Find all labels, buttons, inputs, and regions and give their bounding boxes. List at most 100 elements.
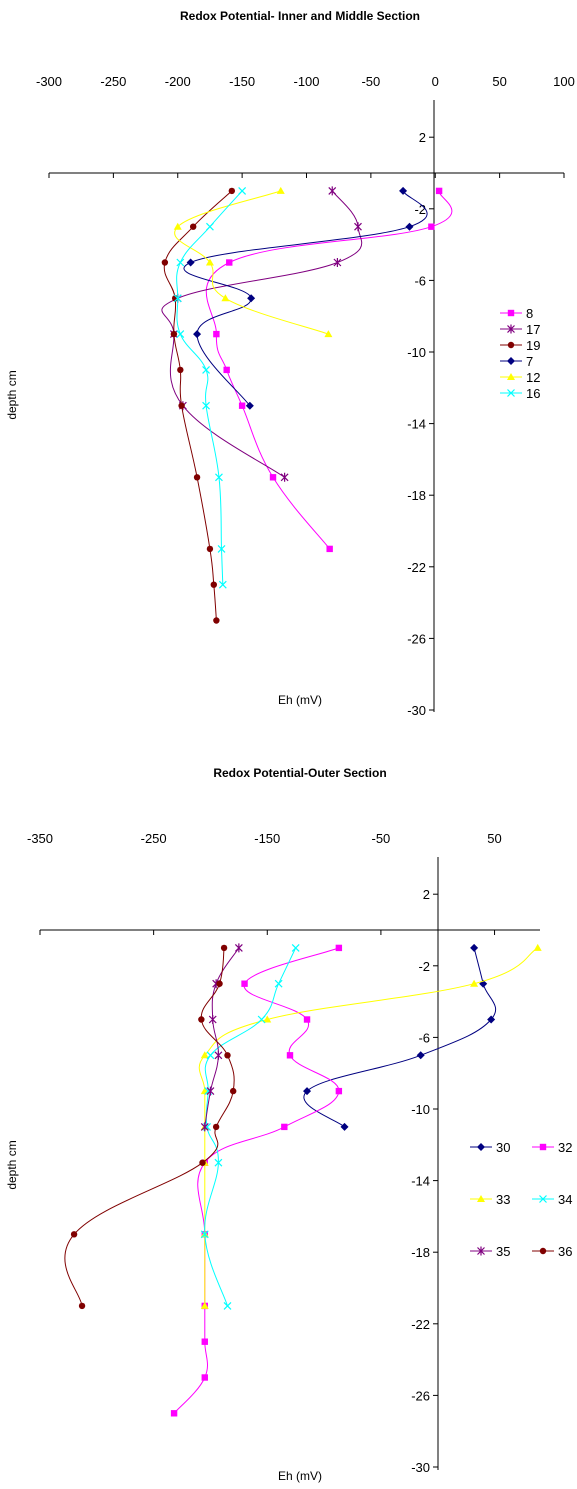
x-tick-label: -200 xyxy=(165,74,191,89)
data-point xyxy=(276,186,285,194)
data-point xyxy=(286,1052,294,1059)
data-point xyxy=(206,1086,215,1096)
series-19 xyxy=(161,187,236,624)
data-point xyxy=(177,366,184,374)
data-point xyxy=(170,330,178,338)
data-point xyxy=(229,1087,237,1095)
y-tick-label: -30 xyxy=(411,1460,430,1475)
data-point xyxy=(223,366,230,374)
data-point xyxy=(216,980,223,987)
data-point xyxy=(200,1230,209,1239)
series-line xyxy=(64,947,235,1306)
legend-label: 7 xyxy=(526,354,533,369)
series-16 xyxy=(173,186,247,589)
legend-item: 16 xyxy=(500,386,540,401)
y-tick-label: -14 xyxy=(411,1174,430,1189)
data-point xyxy=(173,294,182,303)
data-point xyxy=(214,1158,223,1167)
series-36 xyxy=(64,944,237,1310)
legend-label: 16 xyxy=(526,386,540,401)
x-tick-label: -50 xyxy=(361,74,380,89)
data-point xyxy=(333,258,342,267)
x-axis-label: Eh (mV) xyxy=(278,1469,322,1483)
data-point xyxy=(200,1122,209,1132)
data-point xyxy=(223,1301,232,1310)
legend: 30 32 33 34 35 36 xyxy=(470,1140,572,1259)
axes: -300 -250 -200 -150 -100 -50 0 50 100 2 -2 -6 -10 -14… xyxy=(36,74,575,718)
data-point xyxy=(208,1015,217,1024)
data-point xyxy=(206,1051,215,1060)
data-point xyxy=(416,1051,425,1060)
data-point xyxy=(213,617,220,624)
legend-label: 35 xyxy=(496,1244,510,1259)
y-tick-label: -6 xyxy=(414,273,426,288)
y-tick-label: -18 xyxy=(411,1245,430,1260)
data-point xyxy=(206,545,214,553)
y-tick-label: -22 xyxy=(407,560,426,575)
data-point xyxy=(176,330,185,339)
y-tick-label: 2 xyxy=(419,130,426,145)
data-point xyxy=(212,1123,220,1131)
y-tick-label: -26 xyxy=(407,631,426,646)
data-point xyxy=(201,1338,208,1345)
data-point xyxy=(234,943,243,953)
data-point xyxy=(280,472,289,482)
legend-marker xyxy=(507,373,515,380)
data-point xyxy=(215,473,223,482)
y-tick-label: -30 xyxy=(407,703,426,718)
data-point xyxy=(238,402,246,409)
data-point xyxy=(70,1231,78,1238)
legend-item: 8 xyxy=(500,306,533,321)
y-tick-label: 2 xyxy=(423,887,430,902)
legend-marker xyxy=(507,324,515,334)
legend-item: 30 xyxy=(470,1140,510,1155)
legend-marker xyxy=(507,309,515,317)
data-point xyxy=(533,943,542,951)
x-tick-label: 50 xyxy=(492,74,506,89)
y-axis-label: depth cm xyxy=(5,370,19,419)
data-point xyxy=(224,1052,231,1059)
data-point xyxy=(190,223,197,230)
data-point xyxy=(241,980,248,987)
legend-marker xyxy=(477,1143,485,1151)
legend-item: 7 xyxy=(500,354,533,369)
data-point xyxy=(399,186,408,195)
legend-marker xyxy=(507,357,515,365)
x-tick-label: -300 xyxy=(36,74,62,89)
data-point xyxy=(198,1016,205,1023)
data-point xyxy=(435,187,443,195)
x-tick-label: -250 xyxy=(141,831,167,846)
series-7 xyxy=(183,186,428,410)
legend-item: 36 xyxy=(532,1244,572,1259)
legend-item: 34 xyxy=(532,1192,572,1207)
data-point xyxy=(218,580,227,589)
series-35 xyxy=(200,943,243,1132)
data-point xyxy=(354,222,362,232)
data-point xyxy=(221,294,230,302)
legend-label: 8 xyxy=(526,306,533,321)
legend-marker xyxy=(539,1247,547,1255)
x-tick-label: -100 xyxy=(293,74,319,89)
series-32 xyxy=(170,944,343,1417)
x-tick-label: -350 xyxy=(27,831,53,846)
data-point xyxy=(340,1122,349,1131)
x-tick-label: -50 xyxy=(372,831,391,846)
legend-item: 33 xyxy=(470,1192,510,1207)
series-line xyxy=(161,190,363,478)
data-point xyxy=(193,330,202,339)
data-point xyxy=(213,330,220,338)
series-line xyxy=(303,947,497,1128)
legend-marker xyxy=(507,389,515,397)
data-point xyxy=(226,259,233,266)
data-point xyxy=(269,474,277,481)
series-34 xyxy=(200,943,300,1310)
series-17 xyxy=(161,186,363,482)
legend-marker xyxy=(507,341,515,349)
data-point xyxy=(200,1301,209,1309)
data-point xyxy=(161,259,169,266)
legend-label: 12 xyxy=(526,370,540,385)
chart-title: Redox Potential-Outer Section xyxy=(213,766,386,780)
data-point xyxy=(274,979,283,988)
data-point xyxy=(214,1050,223,1060)
